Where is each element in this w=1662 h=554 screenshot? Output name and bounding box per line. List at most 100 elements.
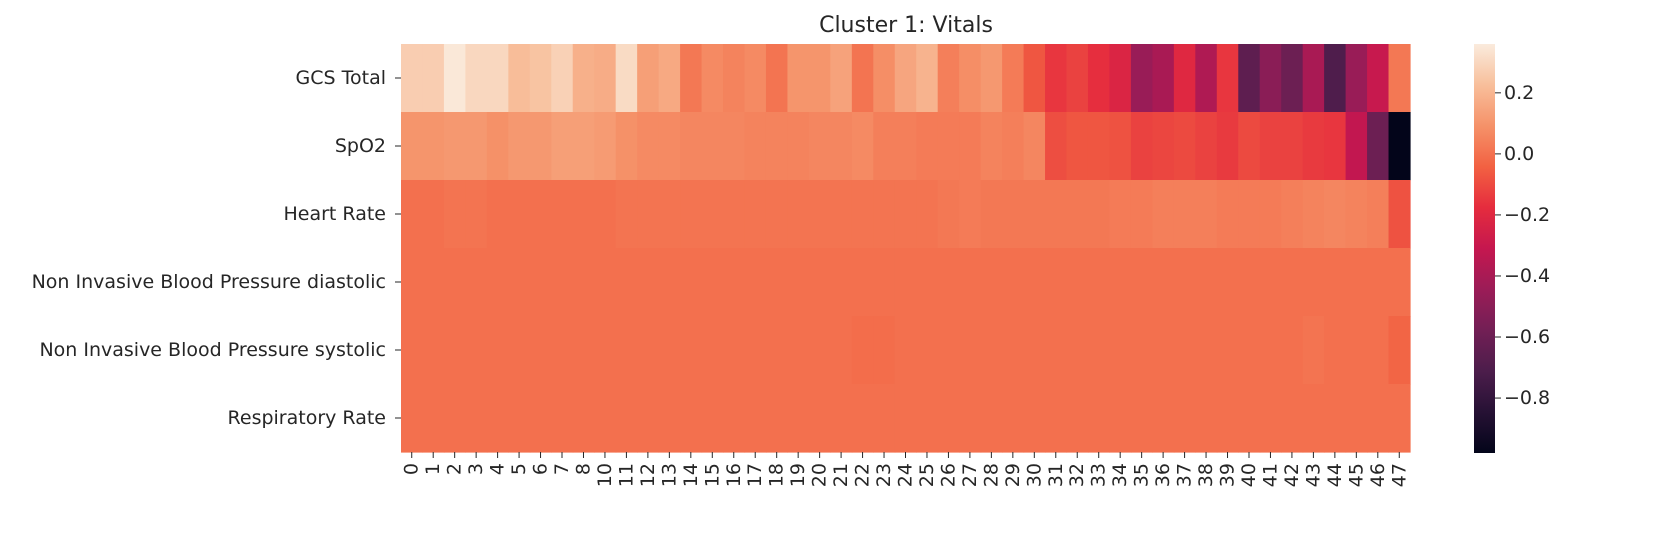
heatmap-cell	[1324, 384, 1347, 453]
heatmap-cell	[465, 316, 488, 385]
heatmap-cell	[1216, 112, 1239, 181]
column-label: 45	[1345, 463, 1367, 487]
heatmap-cell	[680, 180, 703, 249]
heatmap-cell	[529, 384, 552, 453]
heatmap-cell	[465, 384, 488, 453]
column-label: 10	[594, 463, 616, 487]
heatmap-cell	[422, 384, 445, 453]
heatmap-cell	[1216, 44, 1239, 113]
heatmap-cell	[529, 316, 552, 385]
column-label: 8	[572, 463, 594, 475]
heatmap-cell	[465, 180, 488, 249]
heatmap-cell	[937, 112, 960, 181]
column-label: 1	[422, 463, 444, 475]
heatmap-cell	[1023, 316, 1046, 385]
heatmap-cell	[508, 44, 531, 113]
column-label: 36	[1152, 463, 1174, 487]
heatmap-cell	[765, 44, 789, 113]
heatmap-cell	[529, 248, 552, 317]
column-label: 22	[852, 463, 874, 487]
colorbar-tick-label: −0.8	[1504, 387, 1550, 409]
heatmap-cell	[937, 384, 960, 453]
column-label: 12	[637, 463, 659, 487]
heatmap-cell	[1173, 248, 1196, 317]
heatmap-cell	[1302, 180, 1325, 249]
heatmap-cell	[808, 44, 831, 113]
heatmap-cell	[1173, 112, 1196, 181]
heatmap-cell	[572, 316, 595, 385]
heatmap-cell	[551, 112, 574, 181]
heatmap-cell	[1345, 316, 1368, 385]
colorbar-gradient	[1474, 44, 1495, 453]
heatmap-cell	[1388, 384, 1411, 453]
heatmap-cell	[830, 112, 853, 181]
heatmap-cell	[916, 316, 939, 385]
heatmap-cell	[1045, 384, 1068, 453]
heatmap-cell	[1087, 316, 1111, 385]
heatmap-cell	[1238, 316, 1261, 385]
heatmap-cell	[787, 112, 810, 181]
heatmap-cell	[701, 180, 724, 249]
heatmap-cell	[959, 248, 982, 317]
heatmap-cell	[486, 180, 509, 249]
column-label: 27	[959, 463, 981, 487]
heatmap-cell	[615, 248, 638, 317]
heatmap-cell	[701, 316, 724, 385]
heatmap-cell	[401, 316, 424, 385]
heatmap-cell	[744, 248, 767, 317]
column-label: 25	[916, 463, 938, 487]
heatmap-cell	[1087, 112, 1111, 181]
heatmap-cell	[1259, 384, 1282, 453]
heatmap-cell	[808, 180, 831, 249]
heatmap-cell	[980, 112, 1003, 181]
heatmap-cell	[680, 384, 703, 453]
heatmap-cell	[1281, 384, 1304, 453]
column-label: 32	[1066, 463, 1088, 487]
heatmap-cell	[680, 316, 703, 385]
heatmap-cell	[529, 112, 552, 181]
heatmap-cell	[401, 180, 424, 249]
heatmap-cell	[723, 316, 746, 385]
heatmap-cell	[851, 316, 874, 385]
column-label: 44	[1324, 463, 1346, 487]
heatmap-cell	[1302, 384, 1325, 453]
column-label: 6	[530, 463, 552, 475]
heatmap-cell	[1259, 44, 1282, 113]
heatmap-cell	[787, 180, 810, 249]
heatmap-cell	[1002, 248, 1025, 317]
heatmap-cell	[808, 316, 831, 385]
heatmap-cell	[1130, 180, 1153, 249]
heatmap-cell	[723, 248, 746, 317]
heatmap-cell	[658, 316, 681, 385]
heatmap-cell	[980, 180, 1003, 249]
heatmap-cell	[1130, 112, 1153, 181]
heatmap-cell	[529, 44, 552, 113]
heatmap-cell	[680, 248, 703, 317]
heatmap-cell	[486, 384, 509, 453]
heatmap-cell	[723, 384, 746, 453]
heatmap-cell	[980, 316, 1003, 385]
heatmap-cell	[873, 384, 896, 453]
column-label: 30	[1023, 463, 1045, 487]
heatmap-cell	[894, 44, 917, 113]
heatmap-cell	[658, 44, 681, 113]
colorbar-tick-label: 0.0	[1504, 143, 1534, 165]
heatmap-cell	[1173, 316, 1196, 385]
heatmap-cell	[916, 248, 939, 317]
heatmap-cell	[937, 180, 960, 249]
row-label: Non Invasive Blood Pressure diastolic	[32, 271, 386, 293]
column-label: 7	[551, 463, 573, 475]
column-label: 42	[1281, 463, 1303, 487]
heatmap-cell	[1109, 112, 1132, 181]
heatmap-cell	[637, 384, 660, 453]
heatmap-cell	[443, 180, 467, 249]
heatmap-cell	[1130, 44, 1153, 113]
heatmap-cell	[851, 44, 874, 113]
heatmap-cell	[1238, 44, 1261, 113]
heatmap-cell	[658, 180, 681, 249]
heatmap-cell	[1259, 180, 1282, 249]
heatmap-cell	[637, 112, 660, 181]
heatmap-cell	[1238, 384, 1261, 453]
heatmap-cell	[830, 316, 853, 385]
heatmap-cell	[1087, 248, 1111, 317]
